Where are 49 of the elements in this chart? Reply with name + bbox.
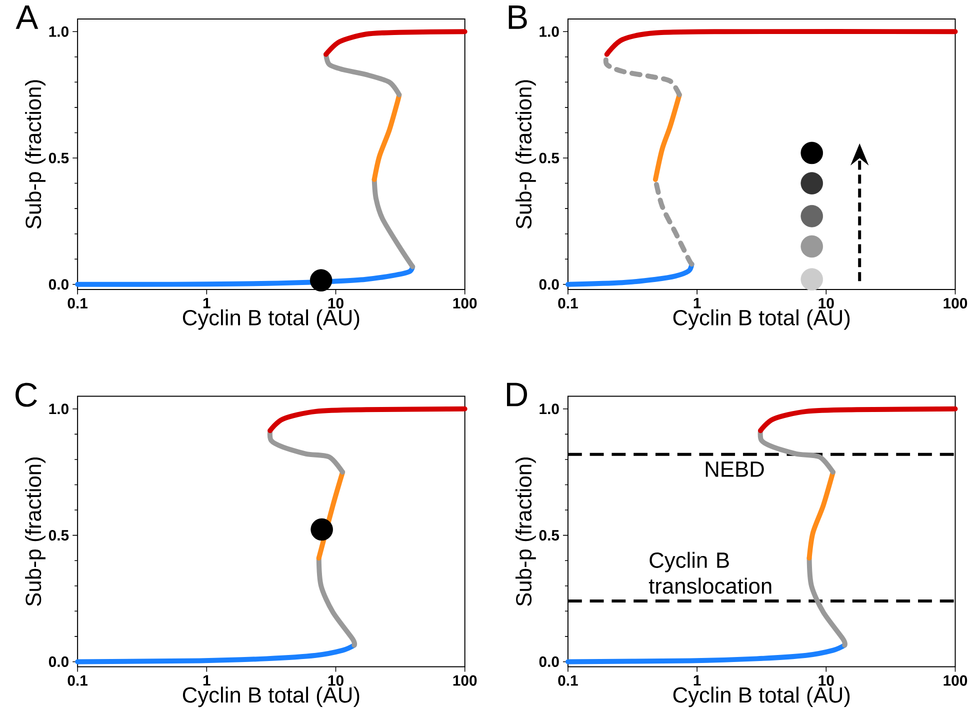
x-tick-label: 10: [818, 298, 834, 309]
y-tick-label: 0.0: [539, 279, 559, 290]
point: [800, 268, 823, 291]
x-tick-label: 1: [203, 298, 210, 308]
y-tick-label: 1.0: [49, 404, 68, 414]
x-tick-label: 0.1: [558, 675, 578, 686]
x-tick-label: 100: [453, 675, 477, 686]
ref-line-label: NEBD: [706, 462, 764, 477]
x-tick-label: 10: [328, 675, 344, 686]
ref-line-label: Cyclin B translocation: [648, 552, 772, 594]
x-tick-label: 100: [944, 298, 968, 309]
x-tick-label: 0.1: [558, 298, 578, 309]
x-tick-label: 100: [944, 675, 968, 686]
y-axis-title: Sub-p (fraction): [25, 80, 46, 229]
y-tick-label: 1.0: [540, 404, 559, 414]
x-axis-title: Cyclin B total (AU): [182, 686, 360, 708]
point: [800, 172, 823, 195]
chart-title: B: [508, 6, 527, 29]
y-tick-label: 1.0: [49, 26, 68, 38]
x-tick-label: 1: [694, 298, 701, 308]
y-tick-label: 0.5: [48, 530, 69, 541]
y-tick-label: 0.0: [48, 279, 68, 290]
y-axis-title: Sub-p (fraction): [515, 458, 536, 606]
point: [800, 236, 823, 258]
x-tick-label: 1: [203, 675, 210, 686]
y-axis-title: Sub-p (fraction): [515, 80, 536, 229]
x-tick-label: 10: [328, 298, 344, 309]
line-series: [652, 92, 682, 182]
line-series: [806, 470, 836, 561]
y-tick-label: 0.5: [539, 530, 560, 541]
x-tick-label: 100: [453, 298, 477, 309]
x-tick-label: 0.1: [68, 675, 88, 686]
point: [800, 142, 823, 164]
point: [800, 205, 823, 228]
y-tick-label: 0.0: [48, 656, 68, 668]
x-tick-label: 1: [694, 675, 701, 686]
y-tick-label: 0.5: [539, 152, 560, 164]
y-tick-label: 1.0: [540, 26, 559, 38]
x-tick-label: 0.1: [68, 298, 88, 309]
x-axis-title: Cyclin B total (AU): [673, 686, 850, 708]
y-axis-title: Sub-p (fraction): [25, 458, 46, 606]
chart-title: C: [16, 383, 37, 407]
y-tick-label: 0.0: [539, 656, 559, 668]
x-axis-title: Cyclin B total (AU): [182, 310, 360, 330]
chart-title: D: [507, 383, 528, 406]
x-axis-title: Cyclin B total (AU): [673, 310, 850, 330]
x-tick-label: 10: [818, 675, 834, 686]
chart-title: A: [16, 6, 38, 29]
y-tick-label: 0.5: [48, 152, 69, 164]
